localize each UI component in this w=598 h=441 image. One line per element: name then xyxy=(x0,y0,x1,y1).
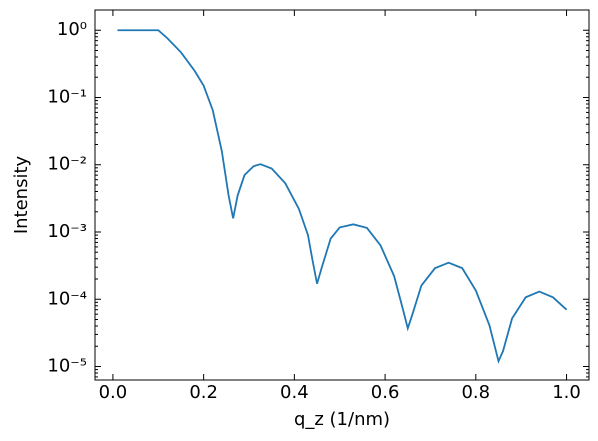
x-tick-label: 0.6 xyxy=(371,382,400,403)
y-tick-label: 10⁰ xyxy=(57,19,87,40)
x-axis-label: q_z (1/nm) xyxy=(294,409,390,430)
y-tick-label: 10⁻⁴ xyxy=(47,288,87,309)
y-axis-label: Intensity xyxy=(11,155,32,234)
x-tick-label: 0.8 xyxy=(461,382,490,403)
y-tick-label: 10⁻³ xyxy=(47,221,87,242)
plot-frame xyxy=(94,9,590,381)
x-tick-label: 0.0 xyxy=(99,382,128,403)
y-tick-label: 10⁻² xyxy=(47,154,87,175)
x-tick-label: 1.0 xyxy=(552,382,581,403)
y-tick-label: 10⁻¹ xyxy=(47,86,87,107)
data-line xyxy=(117,29,568,364)
x-tick-label: 0.4 xyxy=(280,382,309,403)
y-tick-label: 10⁻⁵ xyxy=(47,356,87,377)
x-tick-label: 0.2 xyxy=(189,382,218,403)
